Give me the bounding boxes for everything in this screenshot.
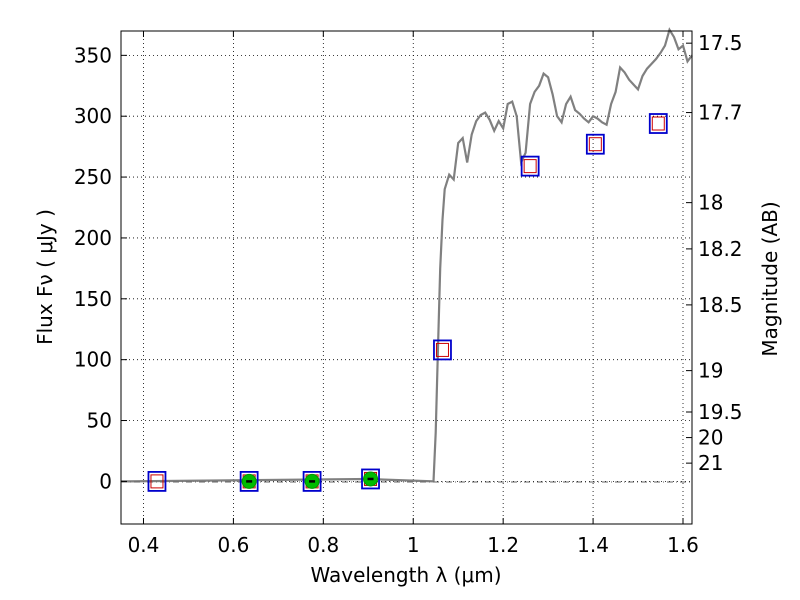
y-tick-label: 150 <box>74 287 112 311</box>
y-tick-label: 300 <box>74 104 112 128</box>
y2-tick-label: 18 <box>698 191 723 215</box>
photometry-box-marker <box>648 113 668 134</box>
y2-tick-label: 20 <box>698 426 723 450</box>
photometry-box-marker <box>520 155 540 177</box>
y-tick-label: 0 <box>99 469 112 493</box>
y-tick-label: 200 <box>74 226 112 250</box>
x-tick-label: 1.6 <box>667 533 699 557</box>
y2-tick-label: 17.5 <box>698 31 743 55</box>
y2-tick-label: 18.5 <box>698 293 743 317</box>
photometry-inner-marker <box>150 474 164 489</box>
y2-tick-label: 21 <box>698 451 723 475</box>
y-tick-label: 250 <box>74 165 112 189</box>
y2-tick-label: 17.7 <box>698 101 743 125</box>
photometry-box-marker <box>302 470 322 492</box>
photometry-markers <box>147 113 668 492</box>
photometry-box-marker <box>585 133 605 155</box>
y2-tick-label: 18.2 <box>698 237 743 261</box>
x-tick-label: 1.2 <box>487 533 519 557</box>
y-axis-ticks: 0 50 100 150 200 250 300 350 <box>74 43 127 493</box>
photometry-box-marker <box>147 470 167 492</box>
y2-tick-label: 19.5 <box>698 400 743 424</box>
photometry-inner-marker <box>651 116 665 131</box>
x-axis-ticks: 0.4 0.6 0.8 1 1.2 1.4 1.6 <box>128 31 699 557</box>
photometry-inner-marker <box>523 159 537 174</box>
photometry-box-marker <box>361 468 380 490</box>
photometry-box-marker <box>239 470 259 492</box>
y-tick-label: 100 <box>74 348 112 372</box>
plot-frame <box>120 30 693 525</box>
photometry-inner-marker <box>435 342 449 357</box>
photometry-inner-marker <box>588 137 602 152</box>
model-spectrum-line <box>120 27 693 483</box>
x-axis-label: Wavelength λ (μm) <box>310 563 501 587</box>
y2-tick-label: 19 <box>698 359 723 383</box>
plot-background <box>121 31 692 524</box>
y-tick-label: 350 <box>74 43 112 67</box>
y-axis-label: Flux Fν ( μJy ) <box>33 209 57 345</box>
x-tick-label: 1 <box>407 533 420 557</box>
x-tick-label: 0.4 <box>128 533 160 557</box>
x-tick-label: 0.6 <box>217 533 249 557</box>
x-tick-label: 0.8 <box>307 533 339 557</box>
y2-axis-label: Magnitude (AB) <box>758 201 782 356</box>
photometry-box-marker <box>433 339 452 361</box>
x-tick-label: 1.4 <box>577 533 609 557</box>
y-tick-label: 50 <box>87 409 112 433</box>
